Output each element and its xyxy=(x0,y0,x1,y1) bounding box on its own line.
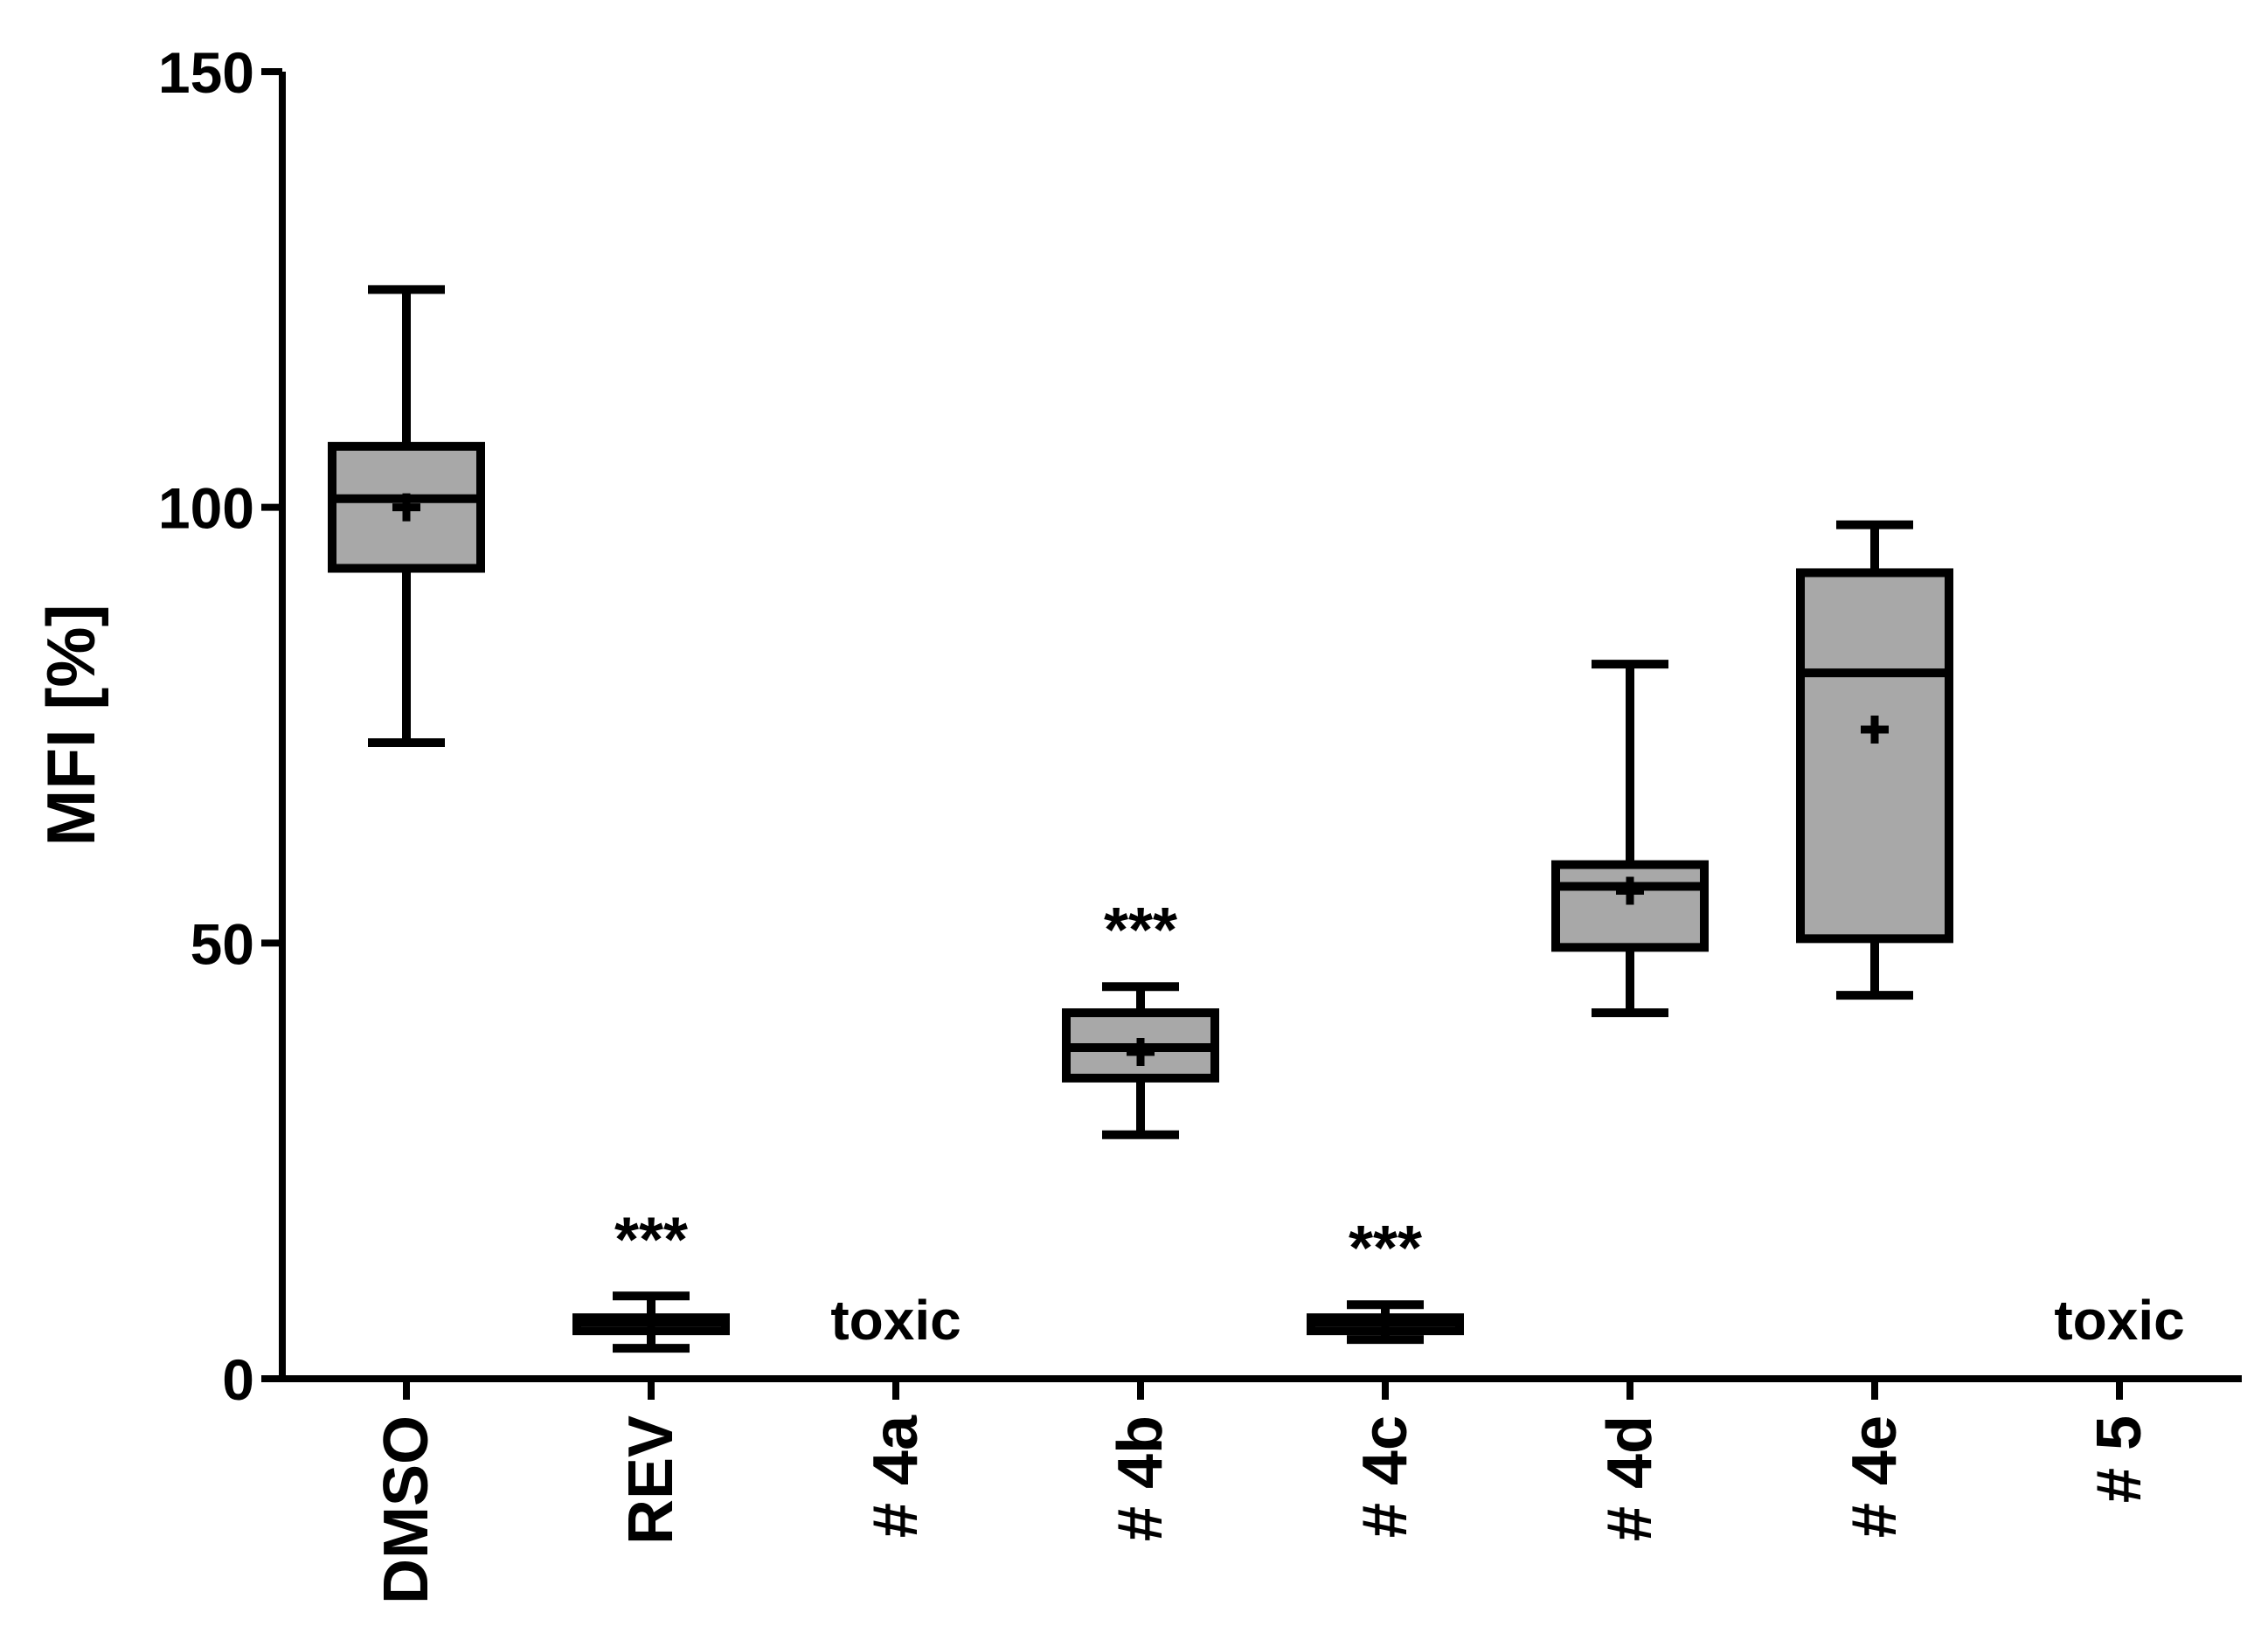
x-category-label: # 4a xyxy=(861,1415,931,1538)
y-tick-label: 50 xyxy=(191,911,254,976)
box-group xyxy=(1307,1300,1464,1345)
box-group xyxy=(1551,660,1709,1018)
box-group xyxy=(1796,520,1953,1000)
iqr-box xyxy=(1796,568,1953,944)
y-axis-title: MFI [%] xyxy=(32,604,109,846)
box-group xyxy=(572,1291,730,1353)
x-category-label: DMSO xyxy=(371,1415,441,1604)
significance-label: *** xyxy=(1349,1214,1422,1284)
significance-label: *** xyxy=(1104,896,1177,965)
labels: 0 50 100 150 MFI [%] DMSO REV # 4a # 4b # 4c # 4d #… xyxy=(32,40,2185,1604)
x-category-label: REV xyxy=(616,1415,686,1545)
axes xyxy=(261,68,2242,1400)
boxes xyxy=(328,285,1953,1353)
x-category-label: # 4b xyxy=(1106,1415,1176,1541)
x-category-label: # 4d xyxy=(1595,1415,1665,1541)
box-group xyxy=(1062,982,1219,1139)
y-tick-label: 150 xyxy=(158,40,254,105)
x-category-label: # 4e xyxy=(1840,1415,1910,1538)
significance-label: *** xyxy=(614,1205,688,1275)
y-tick-label: 100 xyxy=(158,476,254,541)
x-category-label: # 4c xyxy=(1350,1415,1420,1538)
toxic-label: toxic xyxy=(830,1289,961,1352)
y-tick-label: 0 xyxy=(222,1347,254,1412)
x-category-label: # 5 xyxy=(2084,1415,2154,1503)
box-group xyxy=(328,285,485,747)
toxic-label: toxic xyxy=(2054,1289,2184,1352)
